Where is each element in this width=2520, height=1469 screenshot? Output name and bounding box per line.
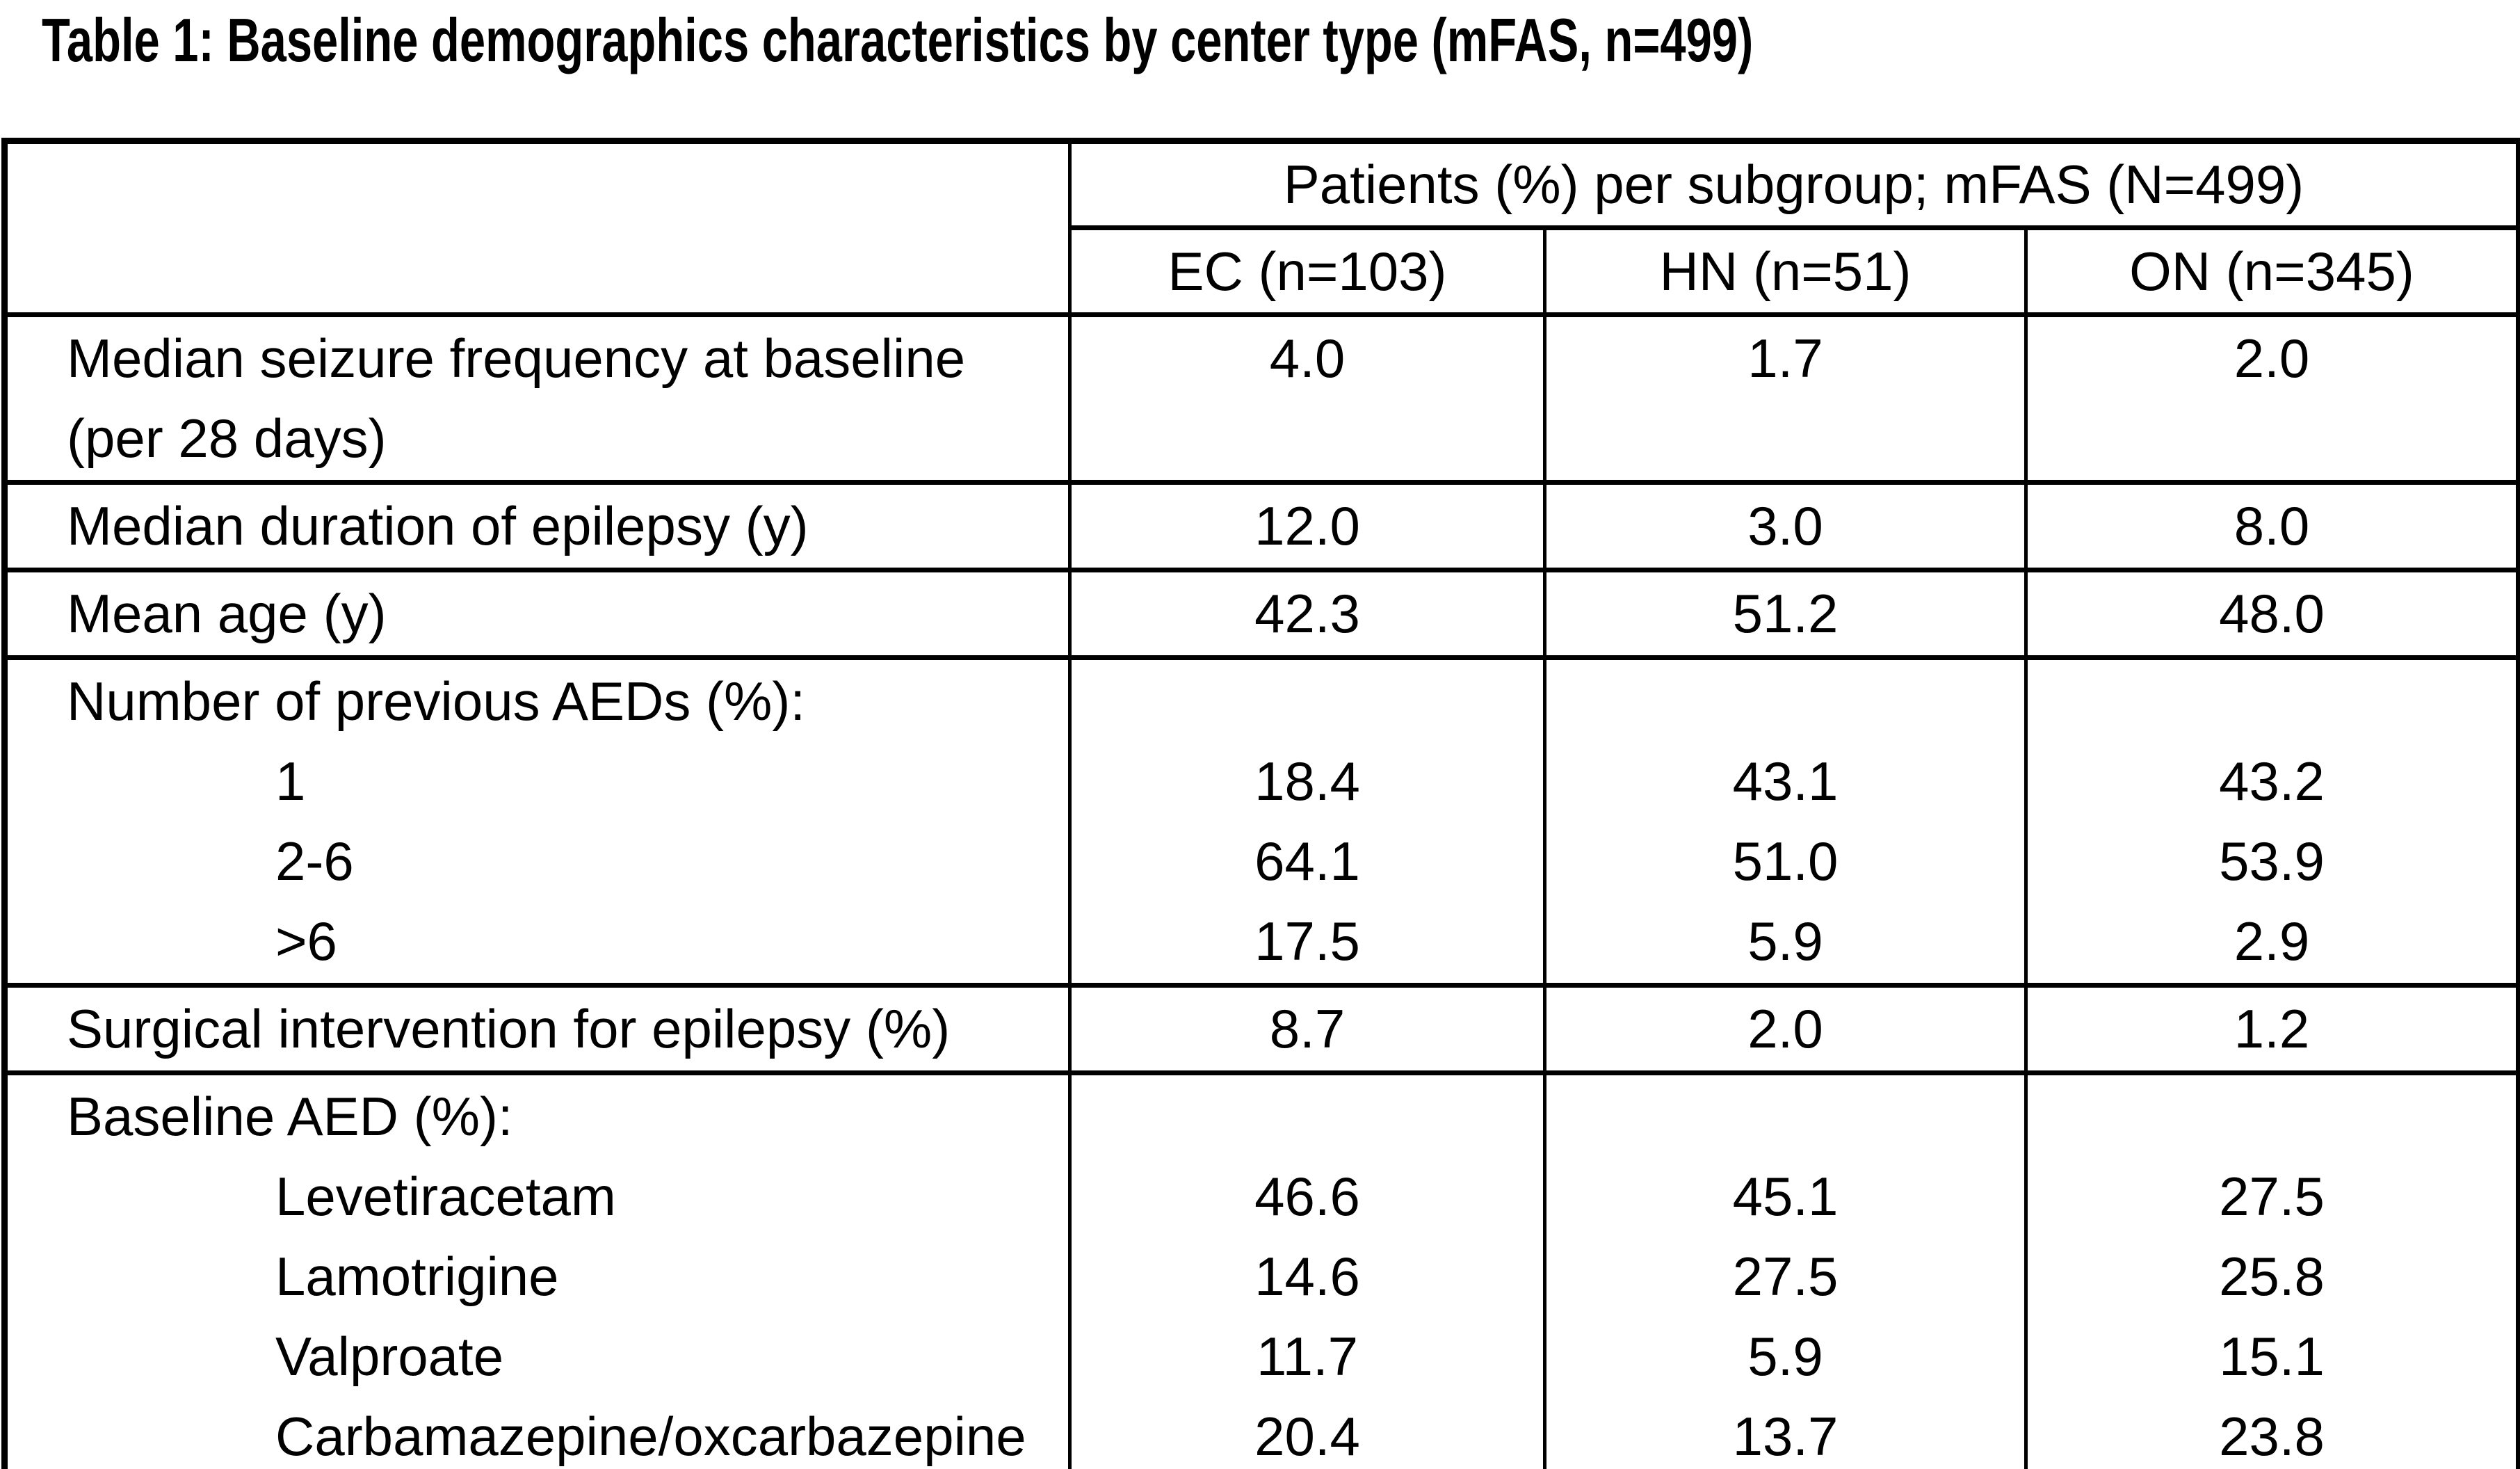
cell-value: 53.9 [2219,830,2325,892]
cell-value: 48.0 [2219,583,2325,644]
cell-value: 27.5 [1732,1246,1839,1307]
cell-value: 42.3 [1254,583,1360,644]
row-label-cell: Median duration of epilepsy (y) [3,480,1072,572]
row-sublabel-line: >6 [275,910,337,972]
row-label-line: Number of previous AEDs (%): [67,671,806,732]
value-cell-on: 1.2 [2024,983,2520,1075]
row-label-cell: Baseline AED (%): Levetiracetam Lamotrig… [3,1070,1072,1469]
row-sublabel-line: 1 [275,750,306,812]
cell-value: 8.7 [1269,998,1346,1059]
cell-value [1074,663,1542,742]
cell-value: 13.7 [1732,1406,1839,1467]
cell-value: 2.0 [1747,998,1823,1059]
cell-value: 45.1 [1732,1166,1839,1227]
value-cell-on: 43.2 53.9 2.9 [2024,655,2520,988]
value-cell-on: 2.0 [2024,312,2520,485]
row-label-cell: Number of previous AEDs (%): 1 2-6 >6 [3,655,1072,988]
value-cell-hn: 51.2 [1543,568,2028,660]
value-cell-ec: 8.7 [1068,983,1546,1075]
column-header-row: EC (n=103) HN (n=51) ON (n=345) [5,225,2520,317]
table-title: Table 1: Baseline demographics character… [42,10,2520,71]
cell-value [1549,1078,2023,1157]
cell-value: 12.0 [1254,495,1360,556]
value-cell-hn: 1.7 [1543,312,2028,485]
cell-value [1549,663,2023,742]
value-cell-on: 27.5 25.8 15.1 23.8 [2024,1070,2520,1469]
column-header-ec: EC (n=103) [1068,225,1546,317]
column-header-hn: HN (n=51) [1543,225,2028,317]
table-row-mean-age: Mean age (y) 42.3 51.2 48.0 [3,568,2520,660]
cell-value [2030,1078,2516,1157]
cell-value: 43.2 [2219,750,2325,812]
group-header-row: Patients (%) per subgroup; mFAS (N=499) [3,138,2520,317]
cell-value: 5.9 [1747,1326,1823,1387]
value-cell-on: 48.0 [2024,568,2520,660]
value-cell-ec: 18.4 64.1 17.5 [1068,655,1546,988]
row-label-cell: Median seizure frequency at baseline (pe… [3,312,1072,485]
cell-value: 64.1 [1254,830,1360,892]
cell-value: 18.4 [1254,750,1360,812]
table-row-seizure-frequency: Median seizure frequency at baseline (pe… [3,312,2520,485]
cell-value: 1.7 [1747,328,1823,389]
row-label-line: Median seizure frequency at baseline [67,328,966,389]
value-cell-hn: 2.0 [1543,983,2028,1075]
cell-value: 25.8 [2219,1246,2325,1307]
value-cell-hn: 45.1 27.5 5.9 13.7 [1543,1070,2028,1469]
column-header-on: ON (n=345) [2024,225,2520,317]
value-cell-ec: 46.6 14.6 11.7 20.4 [1068,1070,1546,1469]
cell-value: 15.1 [2219,1326,2325,1387]
cell-value: 46.6 [1254,1166,1360,1227]
cell-value: 2.9 [2234,910,2310,972]
cell-value: 11.7 [1256,1326,1359,1387]
value-cell-ec: 12.0 [1068,480,1546,572]
row-label-line: Surgical intervention for epilepsy (%) [67,998,951,1059]
cell-value [2030,663,2516,742]
cell-value [1074,1078,1542,1157]
table-title-text: Table 1: Baseline demographics character… [42,6,1754,74]
cell-value: 1.2 [2234,998,2310,1059]
table-row-previous-aeds: Number of previous AEDs (%): 1 2-6 >6 18… [3,655,2520,988]
row-label-cell: Surgical intervention for epilepsy (%) [3,983,1072,1075]
row-label-cell: Mean age (y) [3,568,1072,660]
group-header: Patients (%) per subgroup; mFAS (N=499) [1068,138,2520,230]
corner-cell [3,138,1072,317]
cell-value: 23.8 [2219,1406,2325,1467]
row-label-line: Mean age (y) [67,583,387,644]
table-row-baseline-aed: Baseline AED (%): Levetiracetam Lamotrig… [3,1070,2520,1469]
row-label-line: (per 28 days) [67,408,387,469]
row-sublabel-line: 2-6 [275,830,354,892]
value-cell-hn: 43.1 51.0 5.9 [1543,655,2028,988]
cell-value: 27.5 [2219,1166,2325,1227]
value-cell-ec: 42.3 [1068,568,1546,660]
cell-value: 2.0 [2234,328,2310,389]
cell-value: 43.1 [1732,750,1839,812]
cell-value: 17.5 [1254,910,1360,972]
row-sublabel-line: Levetiracetam [275,1166,616,1227]
cell-value: 20.4 [1254,1406,1360,1467]
cell-value: 8.0 [2234,495,2310,556]
row-sublabel-line: Lamotrigine [275,1246,559,1307]
value-cell-on: 8.0 [2024,480,2520,572]
row-label-line: Median duration of epilepsy (y) [67,495,809,556]
cell-value: 51.2 [1732,583,1839,644]
cell-value: 4.0 [1269,328,1346,389]
value-cell-hn: 3.0 [1543,480,2028,572]
cell-value: 5.9 [1747,910,1823,972]
table-row-surgical-intervention: Surgical intervention for epilepsy (%) 8… [3,983,2520,1075]
cell-value: 3.0 [1747,495,1823,556]
row-label-line: Baseline AED (%): [67,1086,513,1147]
demographics-table: Patients (%) per subgroup; mFAS (N=499) … [1,138,2520,1469]
row-sublabel-line: Valproate [275,1326,504,1387]
cell-value: 14.6 [1254,1246,1360,1307]
cell-value: 51.0 [1732,830,1839,892]
value-cell-ec: 4.0 [1068,312,1546,485]
table-row-epilepsy-duration: Median duration of epilepsy (y) 12.0 3.0… [3,480,2520,572]
row-sublabel-line: Carbamazepine/oxcarbazepine [275,1406,1026,1467]
